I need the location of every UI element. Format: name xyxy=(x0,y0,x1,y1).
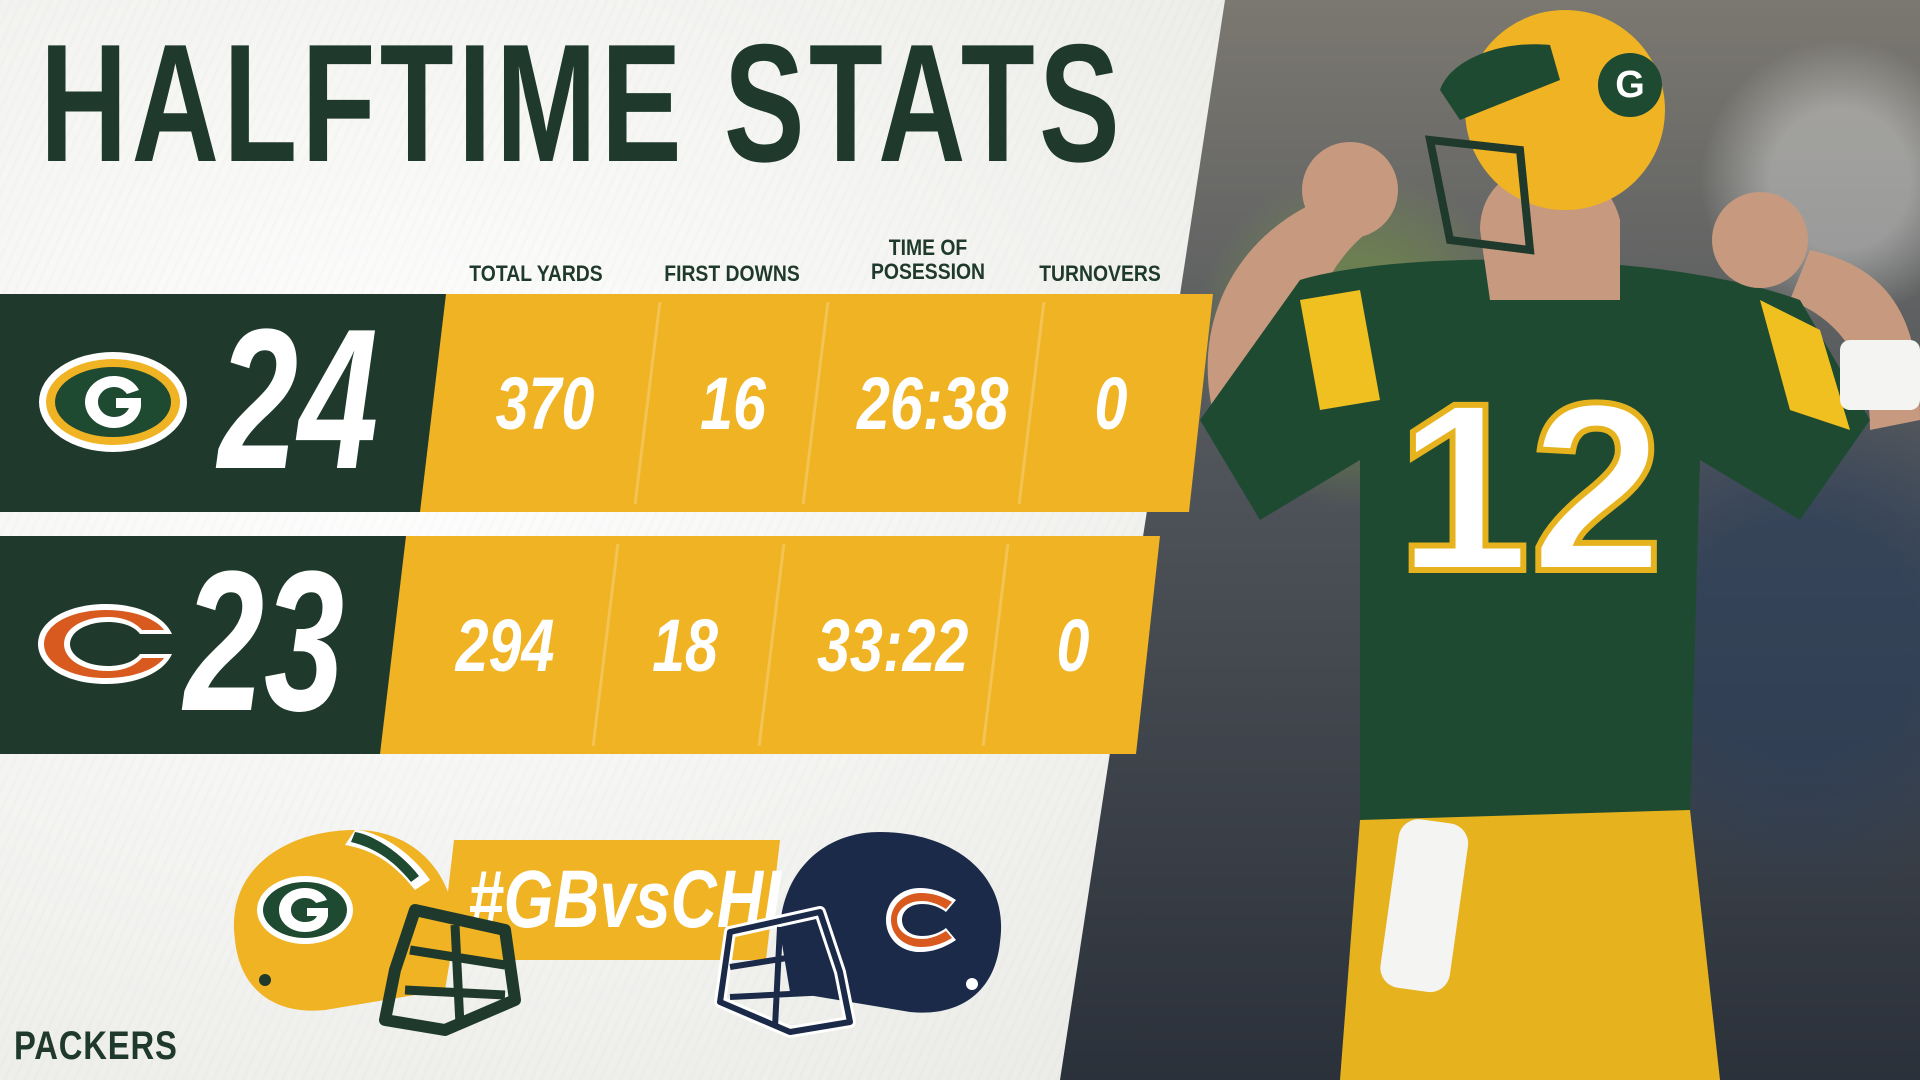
stat-turnovers-bears: 0 xyxy=(1056,604,1090,687)
jersey-number: 12 xyxy=(1397,353,1664,621)
bears-helmet-icon xyxy=(714,832,1002,1038)
stat-turnovers-packers: 0 xyxy=(1094,362,1128,445)
stat-total-yards-bears: 294 xyxy=(455,604,555,687)
column-header-first-downs: FIRST DOWNS xyxy=(664,261,800,286)
stat-time-of-possession-bears: 33:22 xyxy=(817,604,969,687)
score-row-packers: 24 370 16 26:38 0 xyxy=(0,294,1220,512)
svg-text:G: G xyxy=(1615,64,1645,106)
bears-c-logo-icon xyxy=(38,604,172,684)
column-header-total-yards: TOTAL YARDS xyxy=(469,261,603,286)
page-title: HALFTIME STATS xyxy=(40,9,1125,197)
stat-first-downs-packers: 16 xyxy=(700,362,766,445)
stat-first-downs-bears: 18 xyxy=(652,604,718,687)
score-packers: 24 xyxy=(218,288,379,511)
stats-panel-packers xyxy=(420,294,1213,512)
column-header-time-of-possession: TIME OF POSESSION xyxy=(870,235,986,284)
score-row-bears: 23 294 18 33:22 0 xyxy=(0,536,1160,754)
packers-helmet-icon xyxy=(233,830,521,1036)
stat-total-yards-packers: 370 xyxy=(495,362,595,445)
packers-wordmark: PACKERS xyxy=(14,1024,178,1068)
score-bears: 23 xyxy=(184,530,345,753)
packers-g-logo-icon xyxy=(39,352,187,452)
stat-time-of-possession-packers: 26:38 xyxy=(857,362,1009,445)
column-header-turnovers: TURNOVERS xyxy=(1039,261,1161,286)
stats-panel-bears xyxy=(380,536,1160,754)
